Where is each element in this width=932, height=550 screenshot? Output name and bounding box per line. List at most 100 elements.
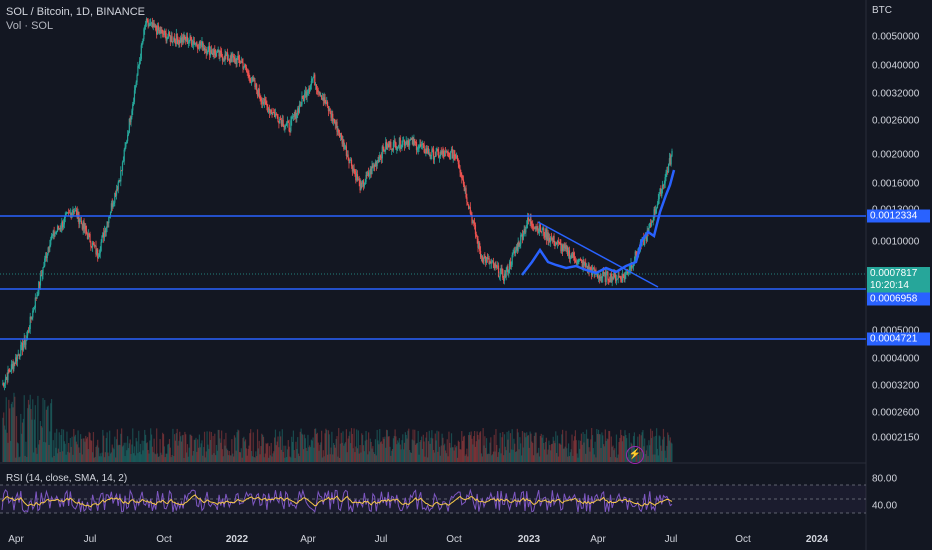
candle-body (58, 228, 60, 230)
volume-bar (350, 428, 353, 462)
volume-bar (199, 447, 201, 462)
candle-body (208, 45, 210, 47)
volume-bar (165, 453, 167, 462)
symbol-title[interactable]: SOL / Bitcoin, 1D, BINANCE (6, 6, 145, 18)
volume-bar (598, 434, 600, 462)
volume-bar (76, 444, 78, 462)
volume-bar (532, 442, 534, 462)
candle-body (462, 179, 465, 185)
candle-body (66, 212, 68, 214)
volume-bar (654, 454, 656, 462)
volume-bar (238, 452, 241, 462)
candle-body (8, 369, 10, 372)
volume-bar (45, 409, 48, 462)
volume-bar (653, 436, 655, 462)
volume-bar (214, 433, 216, 462)
candle-body (423, 144, 425, 153)
volume-bar (520, 443, 522, 462)
volume-bar (419, 441, 421, 462)
candle-body (124, 146, 126, 150)
volume-bar (297, 437, 299, 462)
candle-body (281, 119, 283, 126)
volume-bar (56, 428, 58, 462)
volume-bar (520, 455, 523, 462)
volume-bar (124, 456, 126, 462)
candle-body (99, 250, 101, 254)
volume-bar (551, 443, 553, 462)
volume-bar (23, 395, 25, 462)
volume-bar (391, 450, 393, 462)
candle-body (161, 30, 163, 31)
x-tick: Jul (374, 534, 388, 545)
volume-bar (154, 453, 156, 462)
volume-bar (126, 450, 128, 462)
volume-bar (329, 454, 331, 462)
volume-bar (49, 431, 51, 462)
candle-body (291, 116, 294, 118)
volume-bar (303, 434, 306, 462)
volume-bar (405, 434, 407, 462)
volume-bar (553, 440, 555, 462)
candle-body (513, 251, 515, 254)
candle-body (456, 155, 458, 159)
volume-bar (38, 444, 40, 462)
candle-body (152, 22, 154, 27)
candle-body (535, 226, 537, 229)
candle-body (168, 32, 170, 38)
volume-bar (362, 435, 364, 462)
candle-body (288, 122, 290, 132)
volume-bar (371, 448, 373, 462)
candle-body (121, 170, 123, 172)
volume-bar (455, 447, 457, 462)
candle-body (17, 354, 19, 356)
flash-icon[interactable]: ⚡ (626, 446, 644, 464)
chart-header: SOL / Bitcoin, 1D, BINANCE Vol · SOL (6, 5, 145, 33)
volume-bar (422, 434, 424, 462)
volume-bar (356, 429, 358, 462)
candle-body (560, 244, 562, 252)
volume-bar (503, 455, 505, 462)
volume-bar (216, 450, 218, 462)
volume-bar (447, 456, 449, 462)
candle-body (347, 154, 349, 158)
volume-bar (74, 434, 77, 462)
volume-bar (485, 438, 488, 462)
volume-bar (476, 431, 478, 462)
volume-bar (174, 440, 177, 462)
candle-body (351, 166, 353, 172)
candle-body (650, 221, 653, 227)
candle-body (239, 62, 242, 64)
candle-body (197, 48, 200, 50)
candle-body (174, 40, 177, 44)
volume-bar (655, 435, 657, 462)
volume-bar (577, 457, 579, 462)
candle-body (244, 64, 247, 67)
volume-bar (614, 457, 617, 462)
candle-body (180, 37, 183, 43)
volume-bar (208, 448, 210, 462)
volume-bar (516, 428, 518, 462)
candle-body (551, 237, 553, 241)
candle-body (643, 237, 645, 245)
volume-bar (334, 447, 336, 462)
volume-bar (133, 446, 136, 462)
candle-body (184, 35, 186, 39)
candle-body (427, 148, 430, 154)
volume-bar (79, 452, 81, 462)
candle-body (193, 41, 195, 45)
volume-bar (410, 452, 412, 462)
volume-bar (392, 438, 395, 462)
volume-bar (538, 456, 541, 462)
candle-body (374, 165, 376, 167)
candle-body (86, 233, 89, 239)
volume-bar (591, 428, 593, 462)
candle-body (587, 264, 589, 271)
volume-bar (350, 443, 352, 462)
candle-body (557, 240, 559, 242)
rsi-level-80: 80.00 (872, 473, 898, 485)
candle-body (431, 149, 433, 156)
candle-body (448, 152, 450, 154)
candle-body (532, 227, 535, 229)
y-tick: 0.0005000 (872, 325, 920, 337)
